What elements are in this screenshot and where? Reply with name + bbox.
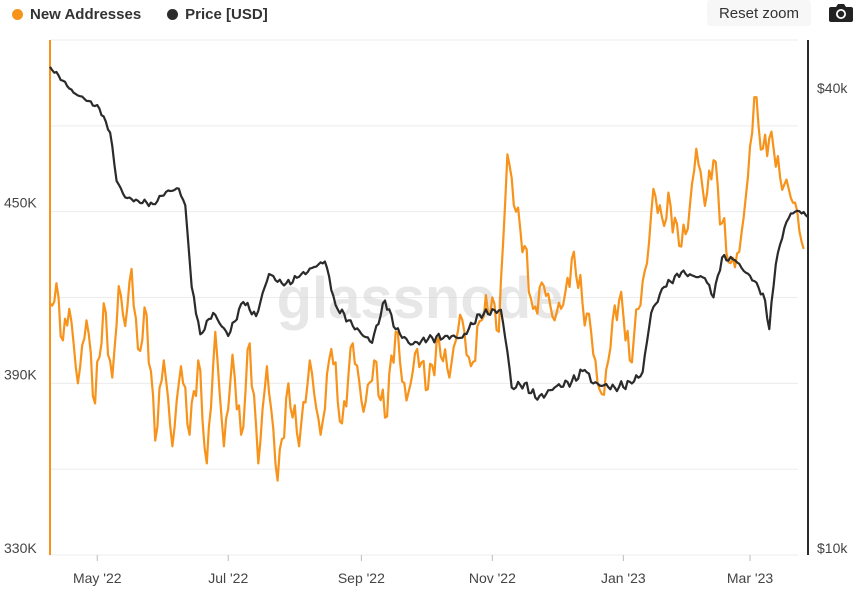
legend-dot-new-addresses <box>12 9 23 20</box>
y-right-tick-label-0: $10k <box>817 540 848 556</box>
series-layer <box>49 66 809 482</box>
y-right-tick-label-1: $40k <box>817 80 848 96</box>
y-left-tick-label-2: 450K <box>4 195 37 211</box>
legend-item-price[interactable]: Price [USD] <box>167 6 268 23</box>
x-tick-label-5: Mar '23 <box>727 570 773 586</box>
x-tick-label-1: Jul '22 <box>208 570 248 586</box>
legend-dot-price <box>167 9 179 20</box>
x-tick-label-4: Jan '23 <box>601 570 646 586</box>
x-tick-label-0: May '22 <box>73 570 122 586</box>
camera-icon[interactable] <box>828 2 854 24</box>
y-left-tick-label-0: 330K <box>4 540 37 556</box>
reset-zoom-button[interactable]: Reset zoom <box>707 0 811 26</box>
y-left-tick-label-1: 390K <box>4 366 37 382</box>
legend-label-new-addresses: New Addresses <box>30 6 142 23</box>
grid-lines <box>50 39 798 556</box>
x-tick-label-3: Nov '22 <box>469 570 516 586</box>
legend-label-price: Price [USD] <box>185 6 268 23</box>
series-line-new-addresses <box>49 96 805 482</box>
x-tick-label-2: Sep '22 <box>338 570 385 586</box>
series-line-price <box>49 66 809 401</box>
watermark: glassnode <box>277 266 564 331</box>
legend-item-new-addresses[interactable]: New Addresses <box>12 6 141 23</box>
ticks-layer: May '22 Jul '22 Sep '22 Nov '22 Jan '23 Mar '… <box>4 80 848 586</box>
chart-legend: New Addresses Price [USD] <box>12 6 268 23</box>
